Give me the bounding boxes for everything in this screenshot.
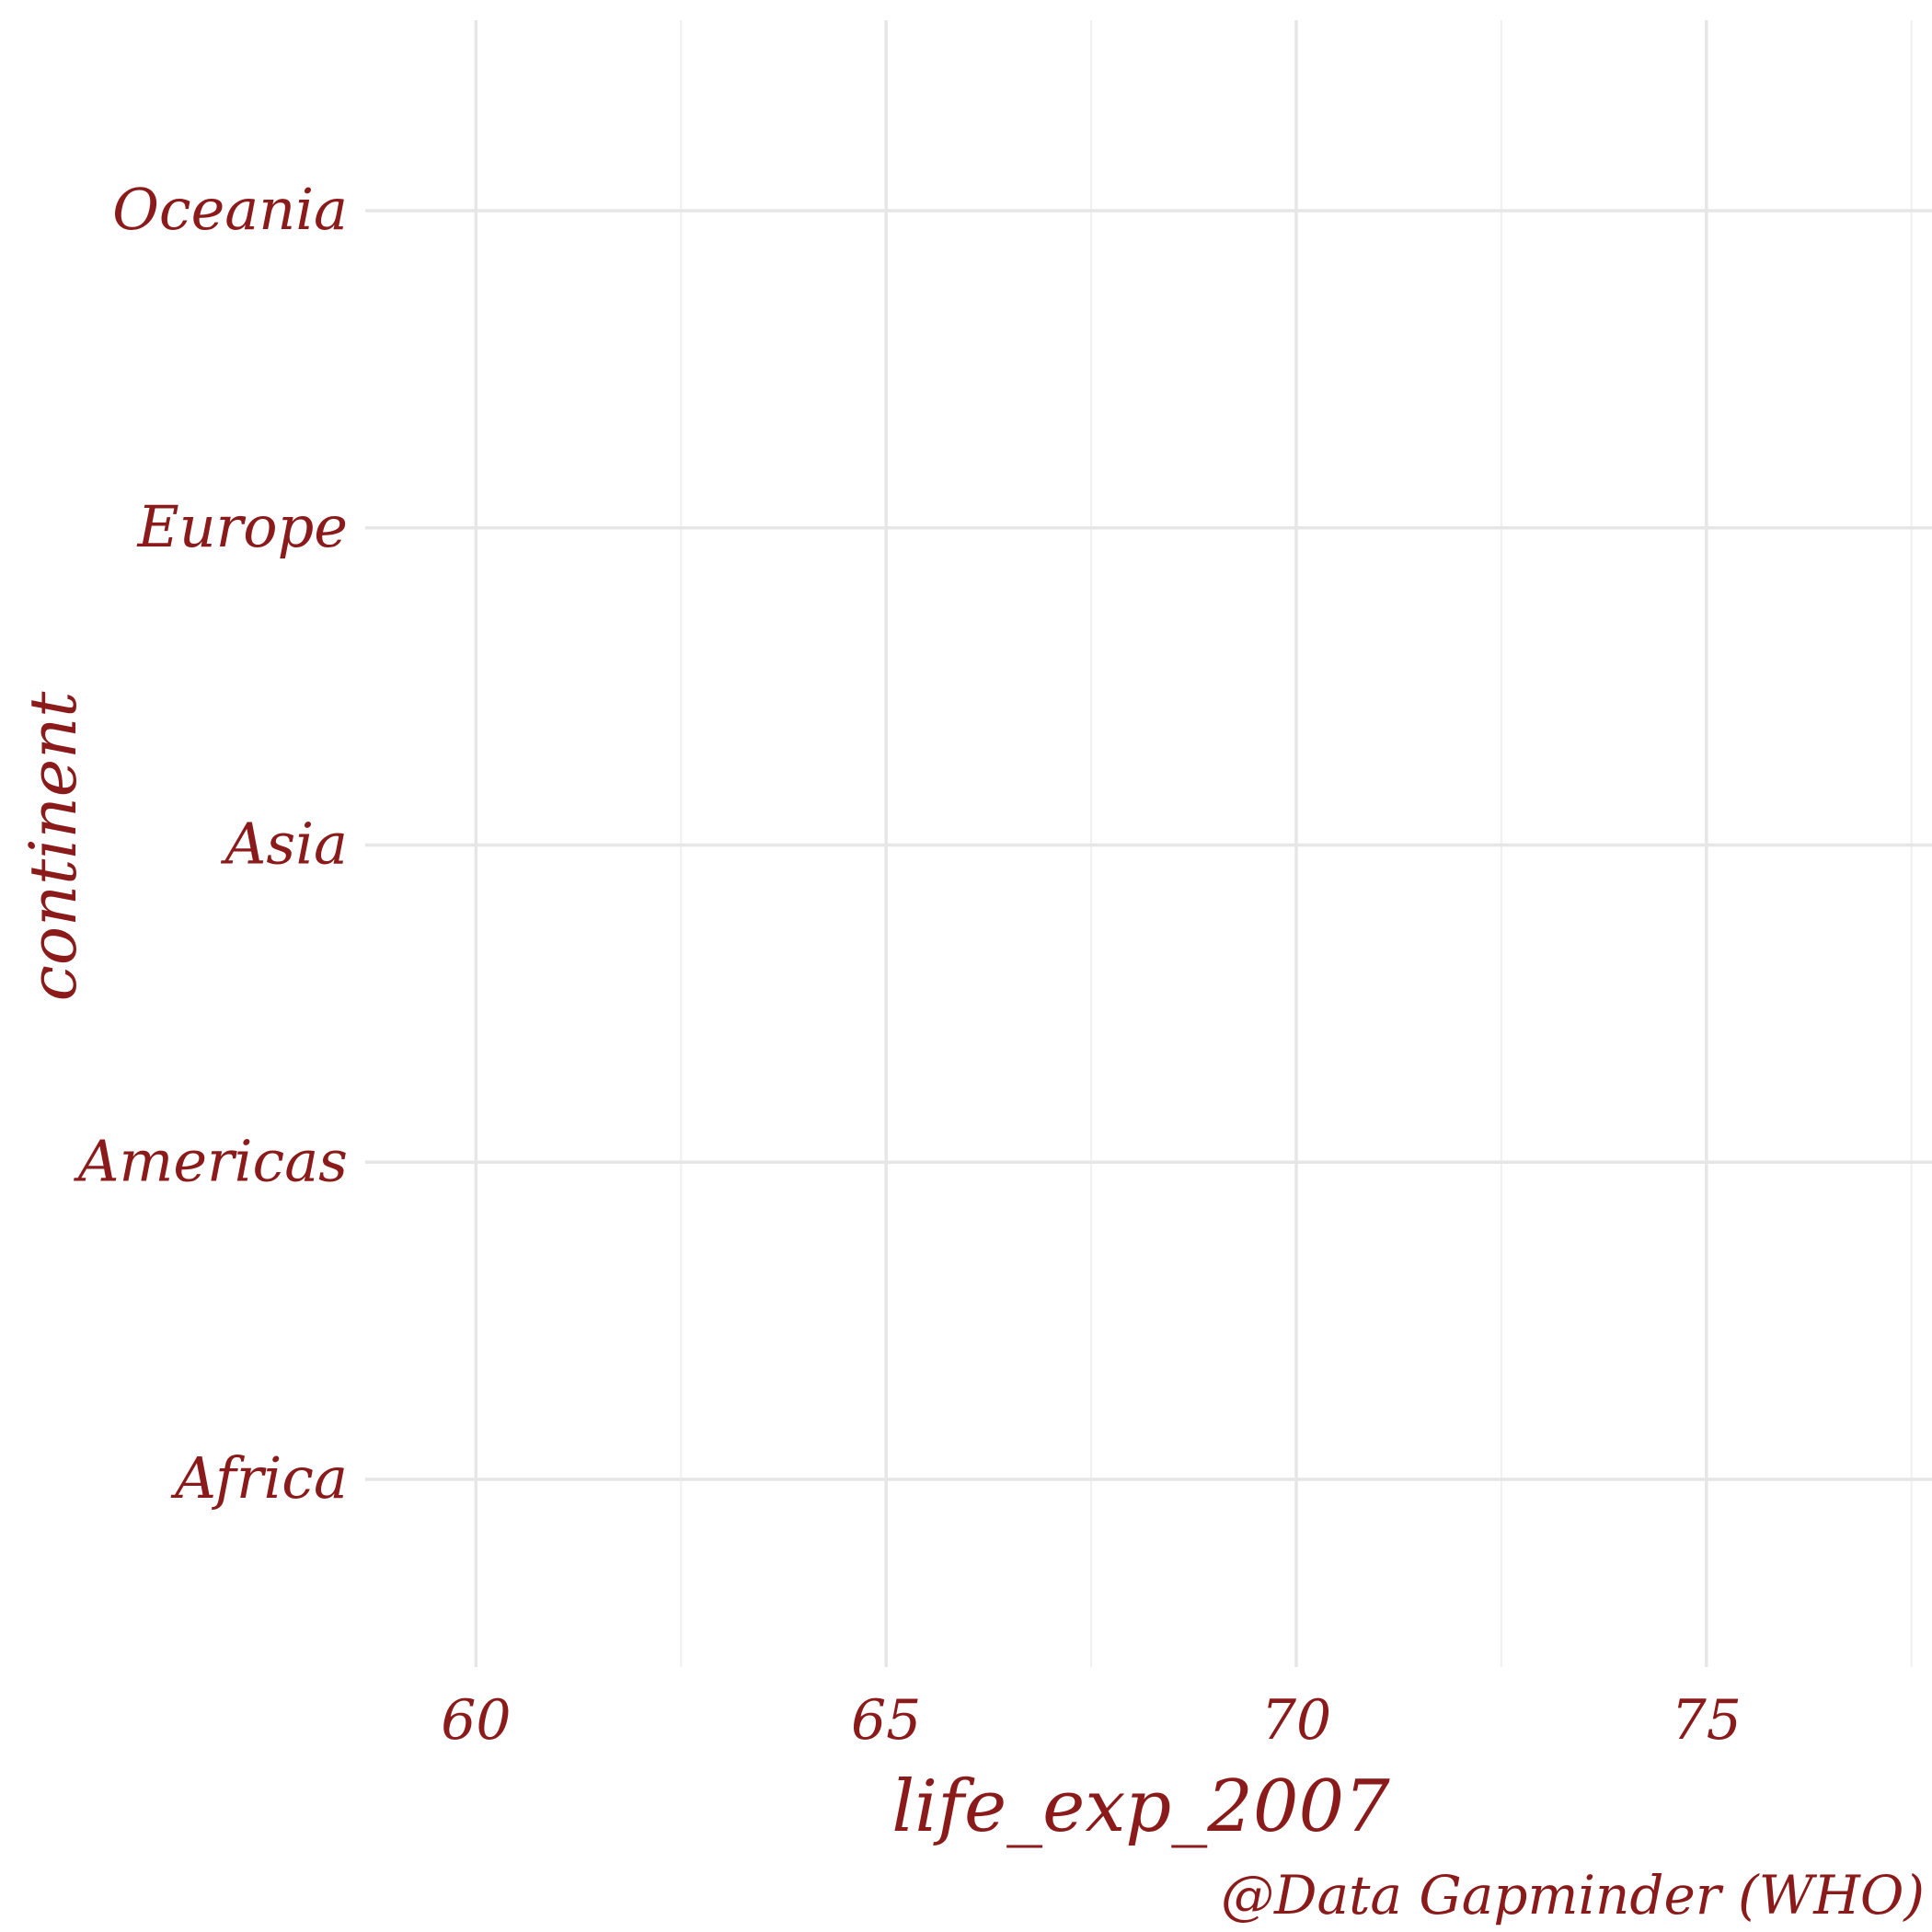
x-axis-tick-labels: 60 65 70 75 <box>441 1688 1742 1753</box>
x-tick-label: 65 <box>851 1688 921 1753</box>
y-tick-label: Europe <box>136 493 348 560</box>
y-tick-label: Oceania <box>112 176 348 243</box>
y-tick-label: Africa <box>170 1444 348 1512</box>
x-tick-label: 70 <box>1261 1688 1331 1753</box>
y-axis-title: continent <box>16 691 91 1002</box>
x-tick-label: 75 <box>1672 1688 1742 1753</box>
major-gridlines <box>365 20 1932 1667</box>
y-tick-label: Americas <box>74 1127 348 1194</box>
chart-caption: @Data Gapminder (WHO) <box>1221 1864 1925 1926</box>
x-axis-title: life_exp_2007 <box>891 1765 1390 1848</box>
y-tick-label: Asia <box>221 811 348 878</box>
y-axis-tick-labels: Africa Americas Asia Europe Oceania <box>74 176 348 1512</box>
x-tick-label: 60 <box>441 1688 511 1753</box>
